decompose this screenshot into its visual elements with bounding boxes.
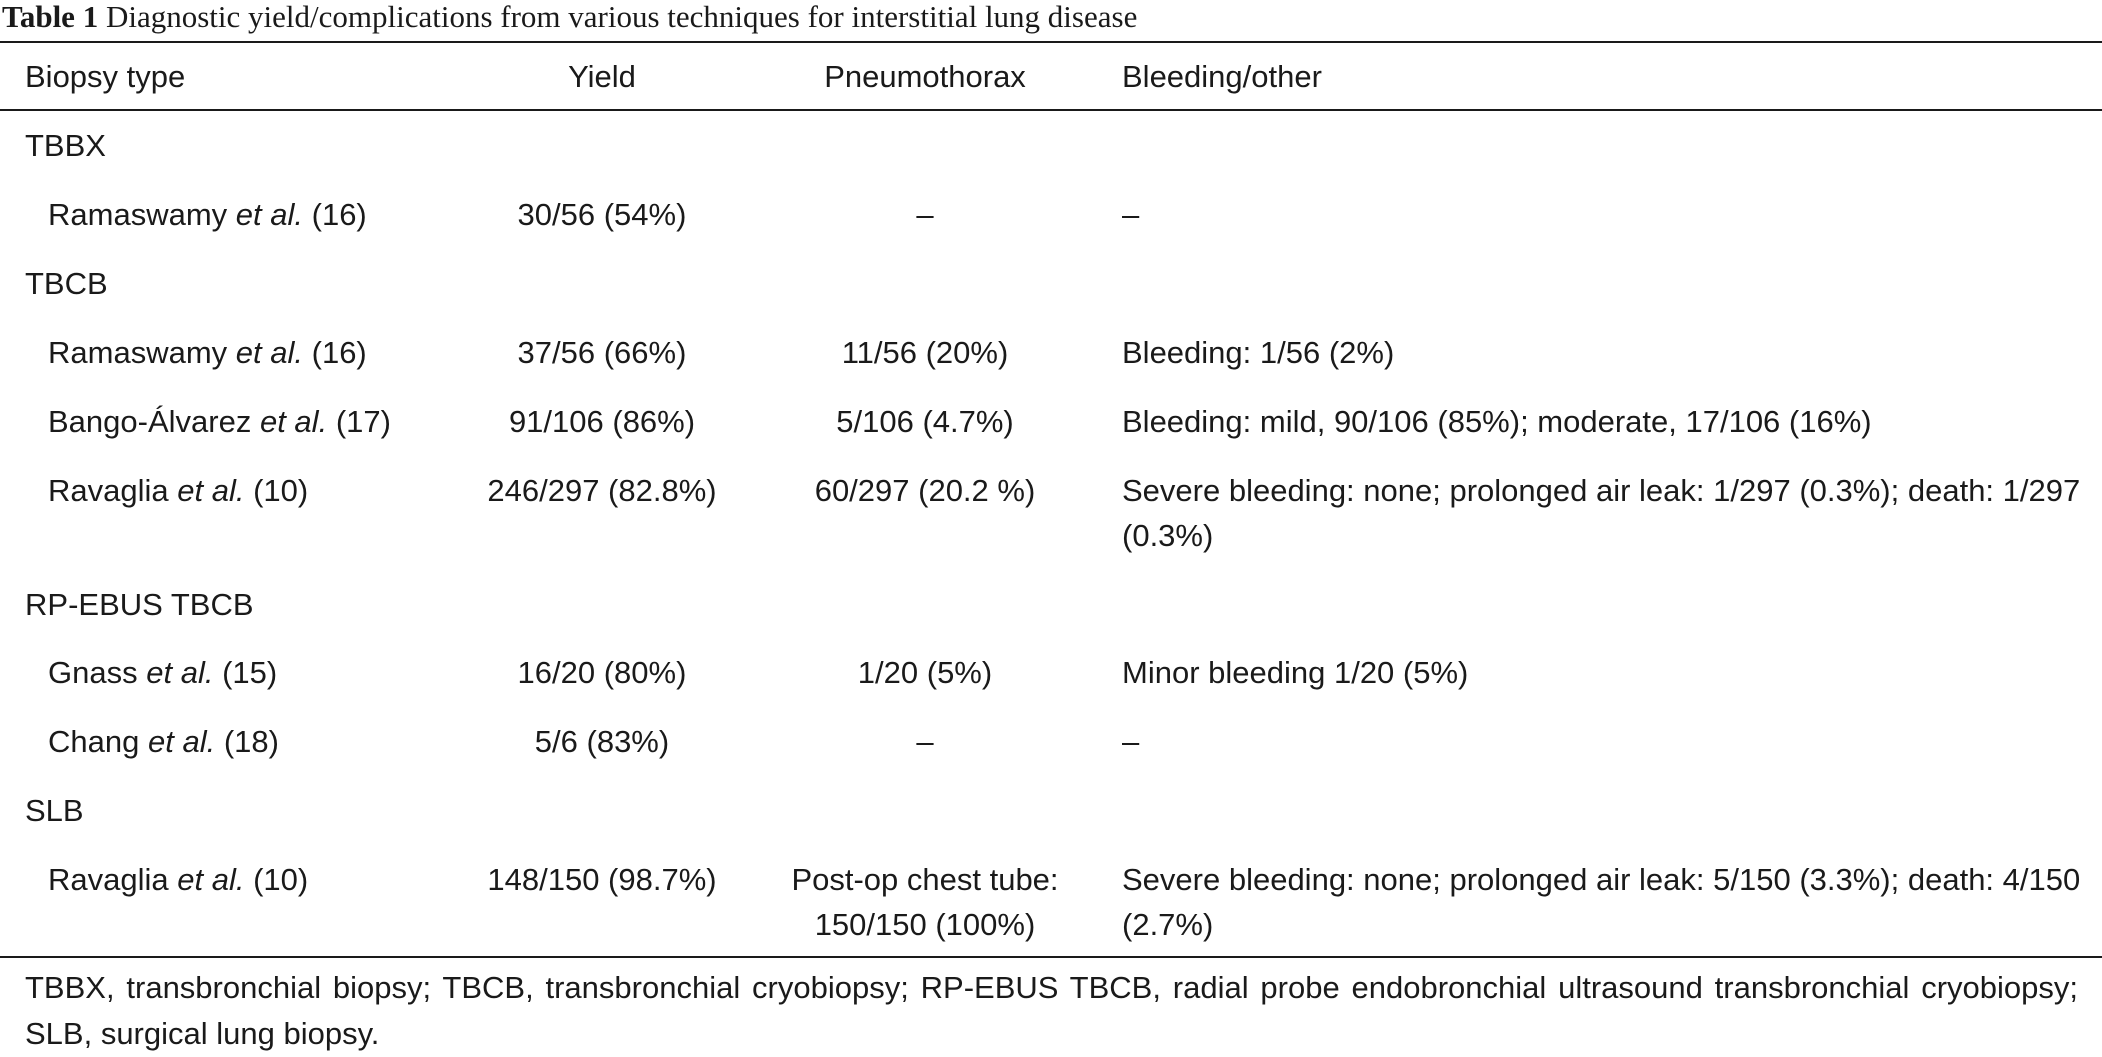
reference: (17): [335, 404, 391, 439]
pneumothorax-cell: –: [916, 724, 934, 759]
pneumothorax-cell: 1/20 (5%): [857, 655, 993, 690]
header-rule: [0, 109, 2102, 111]
top-rule: [0, 41, 2102, 43]
header-yield: Yield: [568, 59, 636, 94]
study-cell: Ravaglia et al. (10): [48, 468, 308, 513]
reference: (10): [253, 473, 309, 508]
pneumothorax-cell: 5/106 (4.7%): [836, 404, 1014, 439]
header-pneumothorax: Pneumothorax: [824, 59, 1026, 94]
pneumothorax-cell: Post-op chest tube: 150/150 (100%): [791, 862, 1059, 942]
et-al: et al.: [177, 862, 245, 897]
author-name: Ramaswamy: [48, 335, 228, 370]
et-al: et al.: [259, 404, 328, 439]
study-cell: Gnass et al. (15): [48, 650, 277, 695]
et-al: et al.: [235, 335, 303, 370]
et-al: et al.: [147, 724, 216, 759]
yield-cell: 30/56 (54%): [517, 197, 687, 232]
study-cell: Ramaswamy et al. (16): [48, 192, 367, 237]
author-name: Gnass: [48, 655, 138, 690]
bleeding-cell: –: [1122, 197, 1140, 232]
reference: (16): [311, 335, 367, 370]
reference: (10): [253, 862, 309, 897]
bleeding-cell: Bleeding: 1/56 (2%): [1122, 335, 1395, 370]
group-label: SLB: [25, 793, 84, 828]
pneumothorax-cell: 60/297 (20.2 %): [814, 473, 1036, 508]
study-cell: Chang et al. (18): [48, 719, 279, 764]
table-header-row: Biopsy type Yield Pneumothorax Bleeding/…: [0, 43, 2102, 111]
reference: (15): [222, 655, 278, 690]
table-caption-text: Diagnostic yield/complications from vari…: [105, 0, 1138, 34]
author-name: Ravaglia: [48, 862, 169, 897]
author-name: Bango-Álvarez: [48, 404, 252, 439]
yield-cell: 91/106 (86%): [508, 404, 696, 439]
reference: (16): [311, 197, 367, 232]
author-name: Chang: [48, 724, 140, 759]
bottom-rule: [0, 956, 2102, 958]
table-caption: Table 1 Diagnostic yield/complications f…: [2, 0, 1137, 34]
table-footnote: TBBX, transbronchial biopsy; TBCB, trans…: [25, 970, 2078, 1051]
pneumothorax-cell: –: [916, 197, 934, 232]
yield-cell: 148/150 (98.7%): [487, 862, 717, 897]
group-label: TBCB: [25, 266, 108, 301]
bleeding-cell: Severe bleeding: none; prolonged air lea…: [1122, 473, 2081, 553]
group-label: TBBX: [25, 128, 106, 163]
yield-cell: 16/20 (80%): [517, 655, 687, 690]
yield-cell: 5/6 (83%): [534, 724, 670, 759]
bleeding-cell: –: [1122, 724, 1140, 759]
author-name: Ravaglia: [48, 473, 169, 508]
bleeding-cell: Minor bleeding 1/20 (5%): [1122, 655, 1469, 690]
study-cell: Ramaswamy et al. (16): [48, 330, 367, 375]
bleeding-cell: Severe bleeding: none; prolonged air lea…: [1122, 862, 2081, 942]
et-al: et al.: [146, 655, 214, 690]
study-cell: Bango-Álvarez et al. (17): [48, 399, 391, 444]
study-cell: Ravaglia et al. (10): [48, 857, 308, 902]
header-bleeding-other: Bleeding/other: [1122, 59, 1322, 94]
table-caption-label: Table 1: [2, 0, 99, 34]
yield-cell: 246/297 (82.8%): [487, 473, 717, 508]
et-al: et al.: [235, 197, 303, 232]
et-al: et al.: [177, 473, 245, 508]
group-label: RP-EBUS TBCB: [25, 587, 254, 622]
author-name: Ramaswamy: [48, 197, 228, 232]
pneumothorax-cell: 11/56 (20%): [841, 335, 1009, 370]
bleeding-cell: Bleeding: mild, 90/106 (85%); moderate, …: [1122, 404, 1872, 439]
reference: (18): [223, 724, 279, 759]
header-biopsy-type: Biopsy type: [25, 59, 186, 94]
yield-cell: 37/56 (66%): [517, 335, 687, 370]
